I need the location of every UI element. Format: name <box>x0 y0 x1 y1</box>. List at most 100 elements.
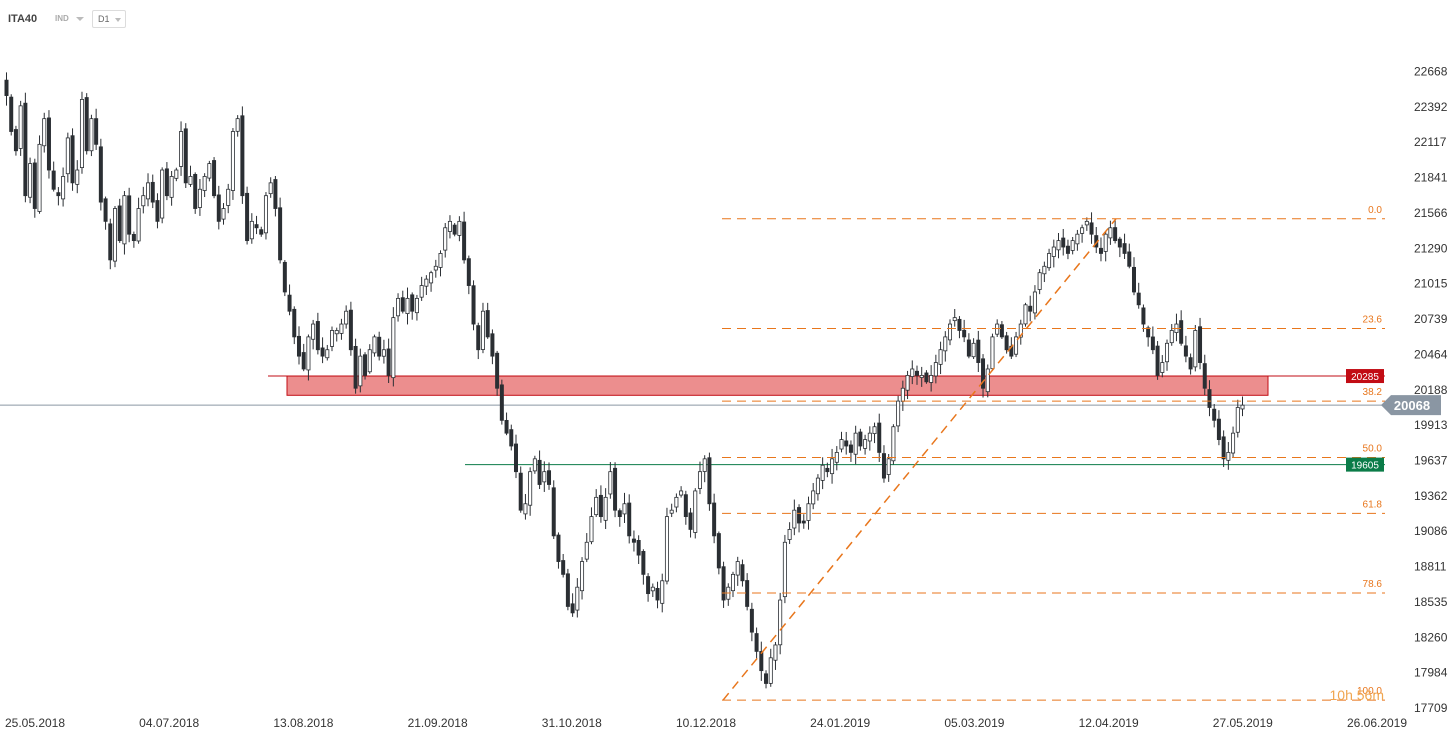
candle-body <box>1150 336 1155 351</box>
symbol-label[interactable]: ITA40 <box>8 13 38 25</box>
y-tick-label: 18811 <box>1414 560 1447 574</box>
candle-body <box>707 457 712 505</box>
y-tick-label: 18260 <box>1414 630 1448 644</box>
candle-body <box>660 580 665 604</box>
candle-body <box>811 490 816 505</box>
candle-body <box>1103 233 1108 252</box>
x-tick-label: 05.03.2019 <box>944 716 1004 730</box>
indicators-button[interactable]: IND <box>55 14 69 23</box>
candle-body <box>622 503 627 515</box>
fib-level-label: 50.0 <box>1363 444 1383 455</box>
candle-body <box>603 496 608 521</box>
candle-body <box>830 458 835 475</box>
candle-body <box>471 285 476 325</box>
candle-body <box>990 336 995 370</box>
candle-body <box>1084 220 1089 226</box>
candle-body <box>301 352 306 370</box>
y-tick-label: 22668 <box>1414 64 1448 78</box>
candle-body <box>561 560 566 575</box>
candle-body <box>1056 240 1061 251</box>
candle-body <box>1226 452 1231 461</box>
candle-body <box>146 182 151 200</box>
candle-body <box>216 194 221 222</box>
candle-body <box>339 323 344 334</box>
candle-body <box>1198 326 1203 363</box>
candle-body <box>363 354 368 376</box>
candle-body <box>193 174 198 209</box>
candle-body <box>282 261 287 293</box>
candle-body <box>966 339 971 357</box>
candle-body <box>580 561 585 592</box>
candle-body <box>518 472 523 511</box>
candle-body <box>1146 327 1151 338</box>
candle-body <box>79 99 84 168</box>
candle-body <box>914 370 919 376</box>
candle-body <box>273 179 278 209</box>
candle-body <box>396 297 401 317</box>
candle-body <box>70 135 75 184</box>
candle-body <box>858 431 863 447</box>
candle-body <box>948 323 953 341</box>
candle-body <box>122 195 127 245</box>
candle-body <box>797 507 802 524</box>
candle-body <box>872 426 877 435</box>
candle-body <box>254 224 259 229</box>
candle-body <box>160 169 165 219</box>
candle-body <box>594 496 599 516</box>
candle-body <box>188 176 193 185</box>
candle-body <box>589 516 594 543</box>
candle-body <box>693 490 698 533</box>
candle-body <box>320 347 325 357</box>
candle-body <box>150 181 155 203</box>
candle-body <box>938 349 943 365</box>
y-tick-label: 20188 <box>1414 383 1448 397</box>
timeframe-select[interactable]: D1 <box>92 10 126 28</box>
y-tick-label: 21290 <box>1414 241 1448 255</box>
candle-body <box>348 309 353 351</box>
current-price-badge <box>1381 395 1441 416</box>
candle-body <box>896 400 901 427</box>
candle-body <box>745 580 750 607</box>
candle-body <box>504 419 509 434</box>
candle-body <box>268 182 273 195</box>
candle-body <box>1051 246 1056 257</box>
candle-body <box>754 633 759 652</box>
candle-body <box>929 375 934 383</box>
x-tick-label: 04.07.2018 <box>139 716 199 730</box>
candle-body <box>84 97 89 152</box>
timeframe-label: D1 <box>98 14 110 24</box>
candle-body <box>792 509 797 529</box>
candle-body <box>598 494 603 518</box>
fib-level-label: 23.6 <box>1363 315 1383 326</box>
candle-body <box>962 329 967 338</box>
y-tick-label: 17709 <box>1414 701 1448 715</box>
chevron-down-icon <box>115 18 121 22</box>
candle-body <box>1136 292 1141 306</box>
candle-body <box>542 471 547 483</box>
candle-body <box>825 467 830 473</box>
candle-body <box>89 118 94 152</box>
candle-body <box>1047 253 1052 269</box>
candle-body <box>1240 404 1245 410</box>
candle-body <box>1221 436 1226 460</box>
candle-body <box>556 534 561 562</box>
chevron-down-icon[interactable] <box>76 17 84 21</box>
candle-body <box>1202 363 1207 389</box>
y-tick-label: 19913 <box>1414 418 1448 432</box>
candle-body <box>537 459 542 485</box>
candle-body <box>650 586 655 592</box>
candle-body <box>358 355 363 387</box>
candle-body <box>259 229 264 235</box>
candle-body <box>197 188 202 208</box>
candle-body <box>65 137 70 175</box>
candle-body <box>608 471 613 495</box>
resistance-zone <box>286 375 1269 396</box>
candle-body <box>976 339 981 363</box>
candle-body <box>806 503 811 521</box>
candle-body <box>1061 237 1066 248</box>
candle-body <box>424 278 429 287</box>
x-tick-label: 21.09.2018 <box>408 716 468 730</box>
y-tick-label: 22392 <box>1414 100 1448 114</box>
candle-body <box>381 349 386 357</box>
